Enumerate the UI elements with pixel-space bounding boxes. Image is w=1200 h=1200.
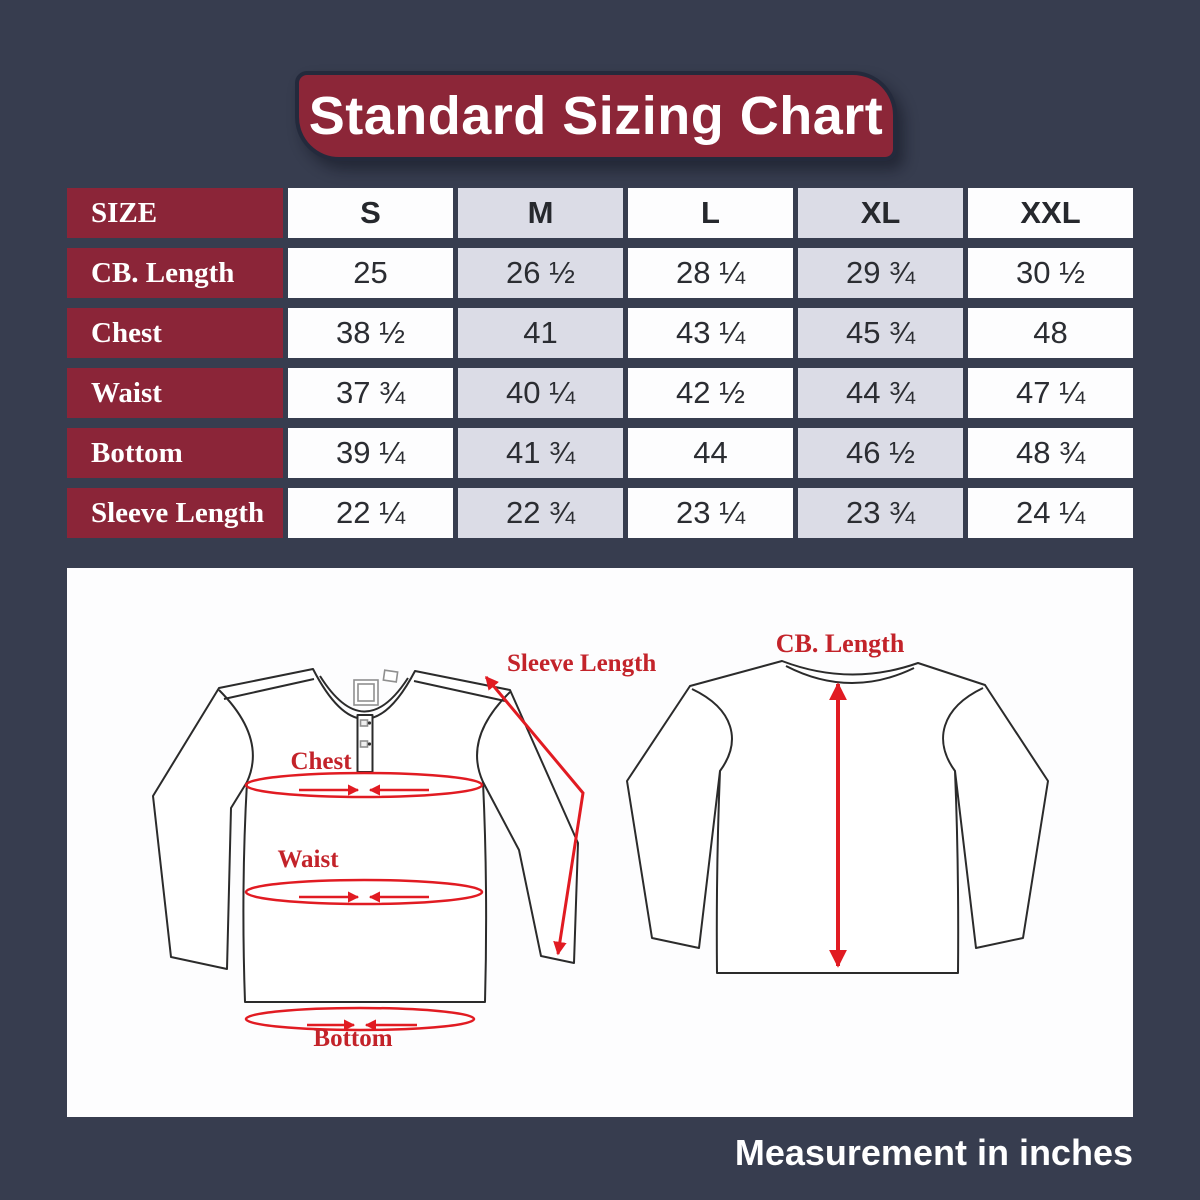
table-cell: 28 ¼	[628, 248, 793, 298]
table-cell: 22 ¼	[288, 488, 453, 538]
table-cell: 46 ½	[798, 428, 963, 478]
front-neck-details	[353, 669, 399, 748]
table-cell: 25	[288, 248, 453, 298]
table-cell: 23 ¼	[628, 488, 793, 538]
neck-label-inner	[357, 683, 375, 702]
diagram-labels: Chest Waist Bottom Sleeve Length CB. Len…	[277, 629, 904, 1052]
table-row-label-cb-length: CB. Length	[67, 248, 283, 298]
button-dot-1	[367, 721, 372, 725]
table-cell: 26 ½	[458, 248, 623, 298]
garment-diagram: Chest Waist Bottom Sleeve Length CB. Len…	[152, 629, 1049, 1052]
table-cell: 48 ¾	[968, 428, 1133, 478]
table-cell: 48	[968, 308, 1133, 358]
bottom-label: Bottom	[313, 1025, 392, 1052]
table-row-label-sleeve-length: Sleeve Length	[67, 488, 283, 538]
table-cell: 47 ¼	[968, 368, 1133, 418]
table-cell: 39 ¼	[288, 428, 453, 478]
waist-ellipse	[244, 878, 484, 906]
placket-button-2	[359, 740, 369, 748]
back-armhole-right	[942, 687, 984, 772]
waist-label: Waist	[277, 846, 339, 873]
table-col-header-xl: XL	[798, 188, 963, 238]
table-cell: 38 ½	[288, 308, 453, 358]
table-col-header-xxl: XXL	[968, 188, 1133, 238]
sleeve-length-label: Sleeve Length	[507, 650, 656, 677]
table-row-label-bottom: Bottom	[67, 428, 283, 478]
table-col-header-l: L	[628, 188, 793, 238]
table-cell: 40 ¼	[458, 368, 623, 418]
table-col-header-s: S	[288, 188, 453, 238]
size-table: SIZE S M L XL XXL CB. Length 25 26 ½ 28 …	[67, 188, 1133, 538]
back-armhole-left	[691, 688, 733, 772]
table-cell: 42 ½	[628, 368, 793, 418]
measurement-note: Measurement in inches	[734, 1132, 1133, 1173]
garment-diagram-panel: Chest Waist Bottom Sleeve Length CB. Len…	[67, 568, 1133, 1117]
table-cell: 37 ¾	[288, 368, 453, 418]
sleeve-length-arrow	[484, 675, 585, 956]
table-cell: 44 ¾	[798, 368, 963, 418]
button-dot-2	[367, 742, 372, 746]
table-cell: 22 ¾	[458, 488, 623, 538]
back-collar-inner	[785, 665, 915, 684]
table-cell: 24 ¼	[968, 488, 1133, 538]
table-row-label-chest: Chest	[67, 308, 283, 358]
title-banner: Standard Sizing Chart	[295, 71, 897, 161]
bottom-ellipse	[244, 1006, 476, 1032]
table-row-label-waist: Waist	[67, 368, 283, 418]
cb-length-label: CB. Length	[776, 629, 905, 658]
table-col-header-m: M	[458, 188, 623, 238]
neck-tag	[382, 669, 399, 683]
table-cell: 23 ¾	[798, 488, 963, 538]
table-cell: 30 ½	[968, 248, 1133, 298]
front-collar-inner	[319, 675, 409, 713]
table-corner-cell: SIZE	[67, 188, 283, 238]
chest-label: Chest	[290, 748, 352, 775]
front-armhole-left	[218, 689, 254, 783]
front-shirt	[152, 668, 579, 1003]
table-cell: 41 ¾	[458, 428, 623, 478]
front-shoulder-seam-left	[223, 678, 315, 700]
table-cell: 43 ¼	[628, 308, 793, 358]
front-annotations	[244, 675, 585, 1032]
table-cell: 45 ¾	[798, 308, 963, 358]
page-title: Standard Sizing Chart	[308, 86, 884, 146]
table-cell: 41	[458, 308, 623, 358]
placket-button-1	[359, 719, 369, 727]
table-cell: 29 ¾	[798, 248, 963, 298]
chest-ellipse	[244, 771, 484, 799]
table-cell: 44	[628, 428, 793, 478]
